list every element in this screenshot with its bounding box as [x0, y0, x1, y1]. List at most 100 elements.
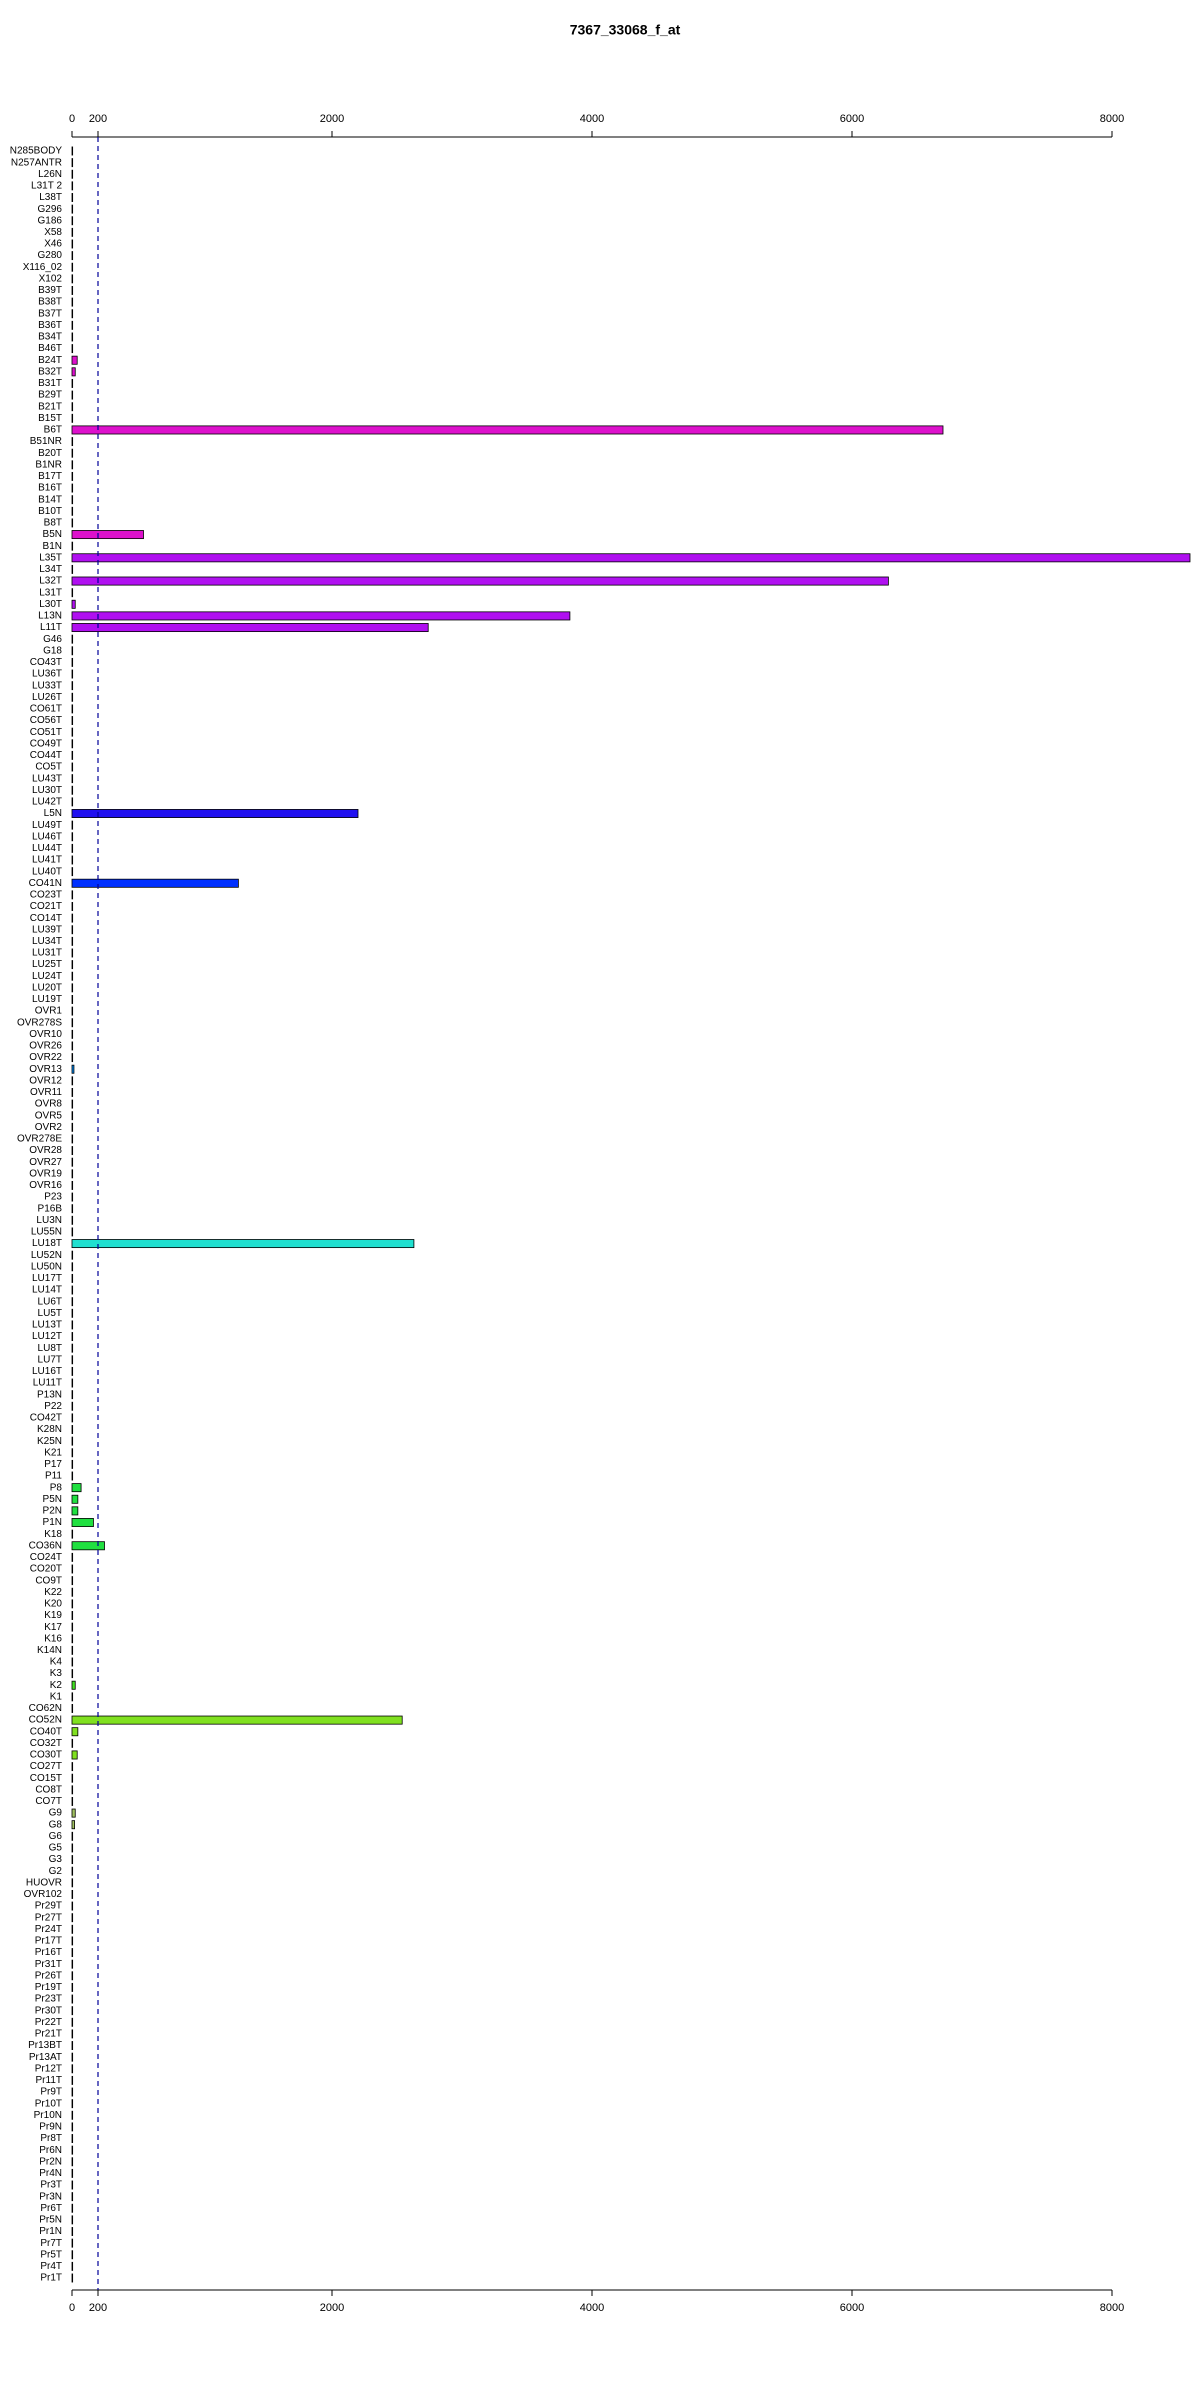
- bar: [71, 1436, 74, 1446]
- y-tick-label: Pr5N: [39, 2215, 62, 2226]
- bar: [71, 1053, 74, 1063]
- y-tick-label: P8: [50, 1482, 63, 1493]
- bar: [71, 216, 74, 226]
- bar: [71, 1866, 74, 1876]
- bar: [71, 2087, 74, 2097]
- bar: [71, 1390, 74, 1400]
- bar: [71, 1692, 74, 1702]
- bar: [71, 1064, 75, 1074]
- y-tick-label: Pr1N: [39, 2226, 62, 2237]
- bar: [71, 588, 74, 598]
- bar: [71, 1099, 74, 1109]
- bar: [71, 1529, 74, 1539]
- y-tick-label: Pr26T: [35, 1970, 62, 1981]
- y-tick-label: Pr30T: [35, 2005, 62, 2016]
- bar: [71, 1820, 75, 1830]
- x-tick-label: 6000: [840, 2302, 864, 2314]
- bar: [71, 1936, 74, 1946]
- y-tick-label: CO21T: [30, 901, 62, 912]
- bar: [71, 1564, 74, 1574]
- bar: [71, 2238, 74, 2248]
- y-tick-label: B39T: [38, 285, 62, 296]
- bar: [71, 506, 74, 516]
- bar: [71, 425, 944, 435]
- bar: [71, 1343, 74, 1353]
- bar: [71, 1994, 74, 2004]
- y-tick-label: Pr3N: [39, 2191, 62, 2202]
- bar: [71, 1680, 76, 1690]
- x-tick-label: 0: [69, 113, 75, 125]
- bar: [71, 483, 74, 493]
- y-tick-label: Pr17T: [35, 1936, 62, 1947]
- y-tick-label: LU8T: [38, 1343, 62, 1354]
- bar: [71, 1471, 74, 1481]
- y-tick-label: OVR2: [35, 1122, 63, 1133]
- bar: [71, 1762, 74, 1772]
- y-tick-label: P1N: [43, 1517, 62, 1528]
- y-tick-label: CO30T: [30, 1750, 62, 1761]
- y-tick-label: B17T: [38, 471, 62, 482]
- y-tick-label: B20T: [38, 448, 62, 459]
- bar: [71, 634, 74, 644]
- bar: [71, 1192, 74, 1202]
- y-tick-label: OVR27: [29, 1157, 62, 1168]
- y-tick-label: B21T: [38, 401, 62, 412]
- bar: [71, 1483, 82, 1493]
- bar: [71, 378, 74, 388]
- y-tick-label: B16T: [38, 483, 62, 494]
- bar: [71, 2064, 74, 2074]
- bar: [71, 809, 359, 818]
- bar: [71, 716, 74, 725]
- bar: [71, 2250, 74, 2260]
- bar: [71, 1669, 74, 1679]
- y-tick-label: OVR22: [29, 1052, 62, 1063]
- bar: [71, 1715, 403, 1725]
- y-tick-label: Pr8T: [40, 2133, 62, 2144]
- y-tick-label: K18: [44, 1529, 62, 1540]
- bar: [71, 541, 74, 551]
- bar: [71, 576, 889, 586]
- bar: [71, 1738, 74, 1748]
- bar: [71, 1250, 74, 1260]
- bar: [71, 1006, 74, 1016]
- y-tick-label: OVR26: [29, 1041, 62, 1052]
- y-tick-label: K14N: [37, 1645, 62, 1656]
- bar: [71, 344, 74, 354]
- y-tick-label: Pr10T: [35, 2098, 62, 2109]
- y-tick-label: LU25T: [32, 959, 62, 970]
- y-tick-label: CO44T: [30, 750, 62, 761]
- y-tick-label: OVR19: [29, 1168, 62, 1179]
- y-tick-label: OVR8: [35, 1099, 63, 1110]
- y-tick-label: LU17T: [32, 1273, 62, 1284]
- y-tick-label: LU49T: [32, 820, 62, 831]
- bar: [71, 1204, 74, 1214]
- bar: [71, 193, 74, 202]
- chart-title: 7367_33068_f_at: [570, 22, 681, 38]
- bar: [71, 750, 74, 760]
- y-tick-label: L31T: [39, 587, 62, 598]
- bar: [71, 2052, 74, 2062]
- y-tick-label: LU31T: [32, 948, 62, 959]
- bar: [71, 1657, 74, 1667]
- y-tick-label: P23: [44, 1192, 62, 1203]
- bar: [71, 1552, 74, 1562]
- bar: [71, 1215, 74, 1225]
- bar: [71, 1227, 74, 1237]
- y-tick-label: K25N: [37, 1436, 62, 1447]
- bar: [71, 948, 74, 958]
- y-tick-label: Pr11T: [36, 2075, 63, 2086]
- bar: [71, 995, 74, 1004]
- bar: [71, 274, 74, 284]
- bar: [71, 1378, 74, 1388]
- bar: [71, 1041, 74, 1051]
- bar: [71, 1541, 105, 1551]
- bar: [71, 669, 74, 679]
- bar: [71, 739, 74, 749]
- bar: [71, 239, 74, 249]
- y-tick-label: CO14T: [30, 913, 62, 924]
- bar: [71, 2110, 74, 2120]
- bar: [71, 309, 74, 319]
- y-tick-label: B8T: [44, 518, 62, 529]
- y-tick-label: CO32T: [30, 1738, 62, 1749]
- y-tick-label: CO49T: [30, 738, 62, 749]
